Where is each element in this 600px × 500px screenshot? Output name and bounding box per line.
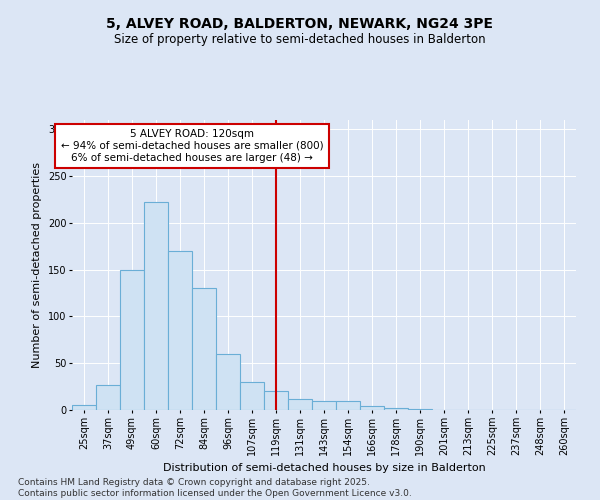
Bar <box>216 354 240 410</box>
Text: 5, ALVEY ROAD, BALDERTON, NEWARK, NG24 3PE: 5, ALVEY ROAD, BALDERTON, NEWARK, NG24 3… <box>107 18 493 32</box>
Bar <box>336 400 360 410</box>
Text: Contains HM Land Registry data © Crown copyright and database right 2025.
Contai: Contains HM Land Registry data © Crown c… <box>18 478 412 498</box>
Bar <box>144 202 168 410</box>
Bar <box>312 400 336 410</box>
Bar <box>360 406 384 410</box>
Bar <box>72 406 96 410</box>
Bar <box>264 392 288 410</box>
X-axis label: Distribution of semi-detached houses by size in Balderton: Distribution of semi-detached houses by … <box>163 464 485 473</box>
Bar <box>240 382 264 410</box>
Bar <box>96 384 120 410</box>
Text: Size of property relative to semi-detached houses in Balderton: Size of property relative to semi-detach… <box>114 32 486 46</box>
Bar <box>120 270 144 410</box>
Bar <box>192 288 216 410</box>
Y-axis label: Number of semi-detached properties: Number of semi-detached properties <box>32 162 42 368</box>
Text: 5 ALVEY ROAD: 120sqm
← 94% of semi-detached houses are smaller (800)
6% of semi-: 5 ALVEY ROAD: 120sqm ← 94% of semi-detac… <box>61 130 323 162</box>
Bar <box>168 251 192 410</box>
Bar <box>408 409 432 410</box>
Bar <box>288 399 312 410</box>
Bar <box>384 408 408 410</box>
